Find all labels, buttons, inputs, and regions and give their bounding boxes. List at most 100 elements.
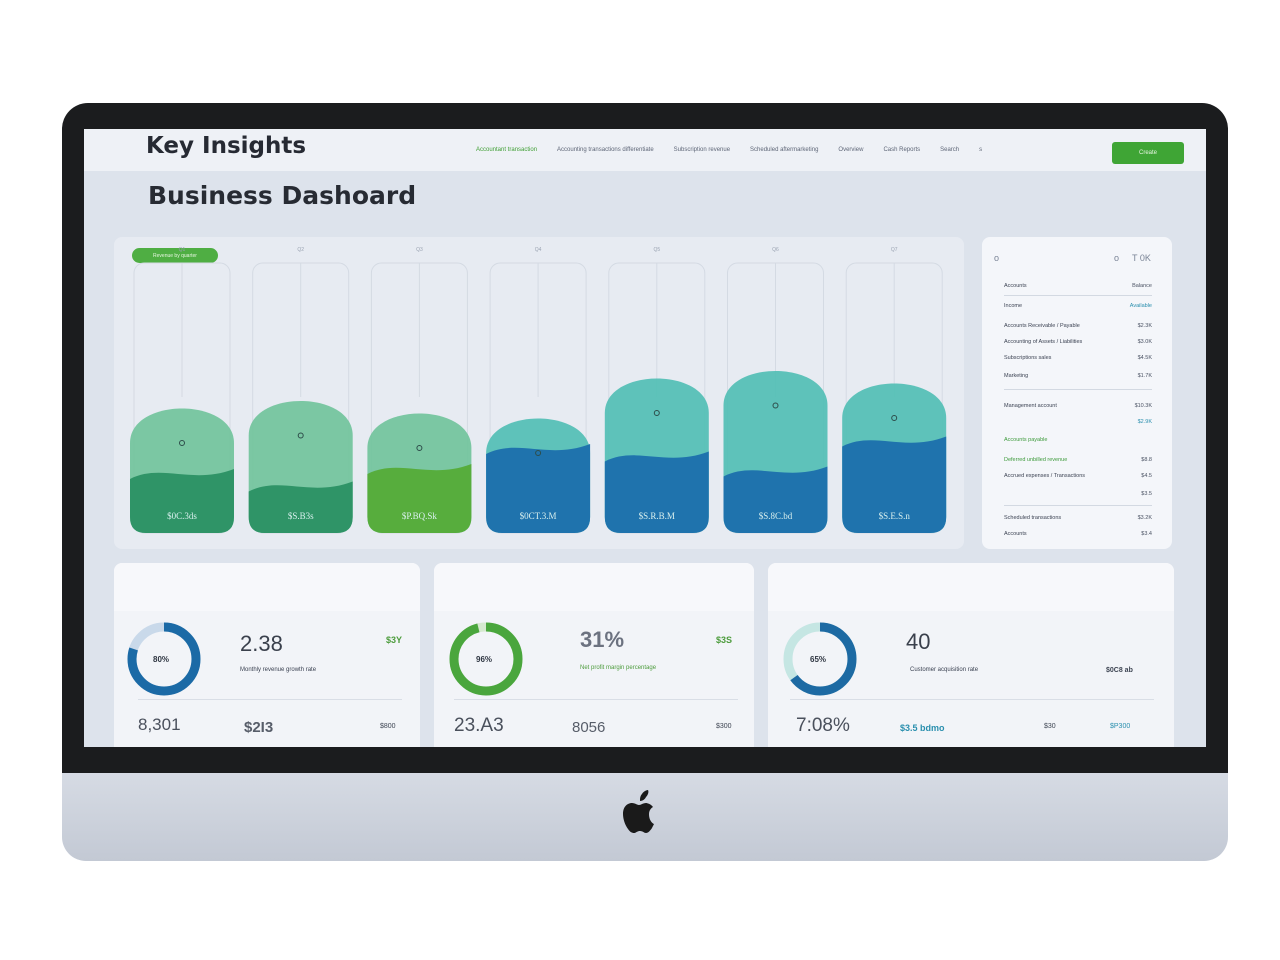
- footer-small-value: $300: [716, 723, 732, 730]
- metric-card-profit-margin[interactable]: 96% 31% $3S Net profit margin percentage…: [434, 563, 754, 747]
- nav-item-accounting[interactable]: Accounting transactions differentiate: [557, 147, 654, 153]
- bar-marker: [416, 445, 423, 451]
- side-item-value: $1.7K: [1137, 373, 1152, 379]
- metric-card-revenue-growth[interactable]: 80% 2.38 $3Y Monthly revenue growth rate…: [114, 563, 420, 747]
- side-item-value: $2.3K: [1137, 323, 1152, 329]
- side-divider: [1004, 505, 1152, 506]
- nav-item-cash-reports[interactable]: Cash Reports: [883, 147, 921, 153]
- metric-card-acquisition[interactable]: 65% 40 $0C8 ab Customer acquisition rate…: [768, 563, 1174, 747]
- column-header-label: Q3: [416, 247, 423, 253]
- screen: Key Insights Accountant transaction Acco…: [84, 129, 1206, 747]
- top-bar: Key Insights Accountant transaction Acco…: [84, 129, 1206, 171]
- metric-description: Net profit margin percentage: [580, 665, 657, 671]
- page-title: Business Dashoard: [148, 181, 417, 210]
- bar-lower-wave: [130, 469, 234, 533]
- bar-lower-wave: [248, 481, 353, 533]
- side-item-label: Accrued expenses / Transactions: [1004, 473, 1086, 479]
- side-item-label: Accounting of Assets / Liabilities: [1004, 339, 1083, 345]
- column-header-label: Q4: [535, 247, 542, 253]
- bar-lower-wave: [723, 466, 828, 533]
- side-list-item[interactable]: Management account $10.3K: [1004, 403, 1152, 409]
- side-list-item[interactable]: $3.5: [1004, 491, 1152, 497]
- side-list-item[interactable]: $2.9K: [1004, 419, 1152, 425]
- side-item-label: Management account: [1004, 403, 1057, 409]
- footer-small-value-2: $P300: [1110, 723, 1131, 730]
- side-divider: [1004, 295, 1152, 296]
- donut-label: 80%: [153, 655, 170, 664]
- side-list-item[interactable]: Scheduled transactions $3.2K: [1004, 515, 1152, 521]
- bar-value-label: $S.B3s: [288, 511, 314, 521]
- side-item-label: Scheduled transactions: [1004, 515, 1062, 521]
- bar-lower-wave: [486, 444, 591, 533]
- side-list-item[interactable]: Income Available: [1004, 303, 1152, 309]
- chart-filter-pill[interactable]: Revenue by quarter: [132, 248, 218, 263]
- side-list-item[interactable]: Accounts payable: [1004, 437, 1152, 443]
- nav-item-more[interactable]: s: [979, 147, 983, 153]
- footer-value: 7:08%: [796, 715, 850, 736]
- bar-marker: [653, 410, 660, 416]
- imac-monitor: Key Insights Accountant transaction Acco…: [62, 103, 1228, 861]
- bar-marker: [891, 415, 898, 421]
- apple-logo-icon: [623, 790, 654, 833]
- side-list-item[interactable]: Deferred unbilled revenue $8.8: [1004, 457, 1152, 463]
- create-button[interactable]: Create: [1112, 142, 1184, 164]
- bar-marker: [535, 450, 542, 456]
- filter-icon[interactable]: T 0K: [1132, 253, 1151, 263]
- side-item-value: $4.5: [1141, 473, 1152, 479]
- bar-marker: [179, 440, 185, 446]
- donut-chart: [783, 622, 857, 696]
- column-header-label: Q2: [297, 247, 304, 253]
- circle-icon[interactable]: o: [994, 253, 1000, 263]
- bar-value-label: $0CT.3.M: [520, 511, 557, 521]
- side-item-value: $10.3K: [1134, 403, 1152, 409]
- side-list-item[interactable]: Accounts $3.4: [1004, 531, 1152, 537]
- side-item-value: $4.5K: [1137, 355, 1152, 361]
- side-divider: [1004, 389, 1152, 390]
- bar-value-label: $S.R.B.M: [639, 511, 675, 521]
- side-list-item[interactable]: Accounting of Assets / Liabilities $3.0K: [1004, 339, 1152, 345]
- side-list-item[interactable]: Subscriptions sales $4.5K: [1004, 355, 1152, 361]
- refresh-icon[interactable]: o: [1114, 253, 1120, 263]
- donut-chart: [449, 622, 523, 696]
- metric-value: 31%: [580, 627, 625, 652]
- column-header-label: Q5: [653, 247, 660, 253]
- nav-item-overview[interactable]: Overview: [838, 147, 864, 153]
- metric-description: Customer acquisition rate: [910, 667, 979, 673]
- side-list-item[interactable]: Accounts Receivable / Payable $2.3K: [1004, 323, 1152, 329]
- nav-item-search[interactable]: Search: [940, 147, 960, 153]
- side-item-label: Accounts payable: [1004, 437, 1048, 443]
- nav-item-scheduled[interactable]: Scheduled aftermarketing: [750, 147, 819, 153]
- side-item-value: Available: [1129, 303, 1152, 309]
- metric-badge: $3Y: [386, 635, 403, 645]
- card-header: [768, 563, 1174, 611]
- side-item-value: $3.2K: [1137, 515, 1152, 521]
- side-item-label: Deferred unbilled revenue: [1004, 457, 1068, 463]
- side-item-label: Accounts: [1004, 531, 1027, 537]
- side-list-item[interactable]: Accounts Balance: [1004, 283, 1152, 289]
- column-header-label: Q1: [179, 247, 186, 253]
- side-item-label: Marketing: [1004, 373, 1029, 379]
- side-item-label: Accounts: [1004, 283, 1027, 289]
- bar-lower-wave: [842, 436, 947, 533]
- app-title: Key Insights: [146, 133, 307, 159]
- nav-item-subscription[interactable]: Subscription revenue: [673, 147, 731, 153]
- side-item-value: $3.0K: [1137, 339, 1152, 345]
- card-divider: [790, 699, 1154, 700]
- side-item-value: $3.5: [1141, 491, 1152, 497]
- card-divider: [454, 699, 738, 700]
- monitor-bezel: Key Insights Accountant transaction Acco…: [62, 103, 1228, 773]
- metric-value: 2.38: [240, 631, 283, 656]
- side-list-item[interactable]: Accrued expenses / Transactions $4.5: [1004, 473, 1152, 479]
- column-header-label: Q6: [772, 247, 779, 253]
- revenue-chart: Q1 $0C.3ds Q2 $S.B3s Q3 $P.BQ.Sk Q4 $0CT.3.M Q5 $…: [130, 247, 947, 534]
- accounts-side-panel: o o T 0K Accounts Balance Income Available A…: [982, 237, 1172, 549]
- footer-small-value: $800: [380, 723, 396, 730]
- card-header: [114, 563, 420, 611]
- bar-marker: [297, 432, 304, 439]
- nav-item-accountant[interactable]: Accountant transaction: [476, 147, 538, 153]
- bar-value-label: $0C.3ds: [167, 511, 197, 521]
- card-header: [434, 563, 754, 611]
- card-divider: [138, 699, 402, 700]
- side-list-item[interactable]: Marketing $1.7K: [1004, 373, 1152, 379]
- side-item-value: $2.9K: [1137, 419, 1152, 425]
